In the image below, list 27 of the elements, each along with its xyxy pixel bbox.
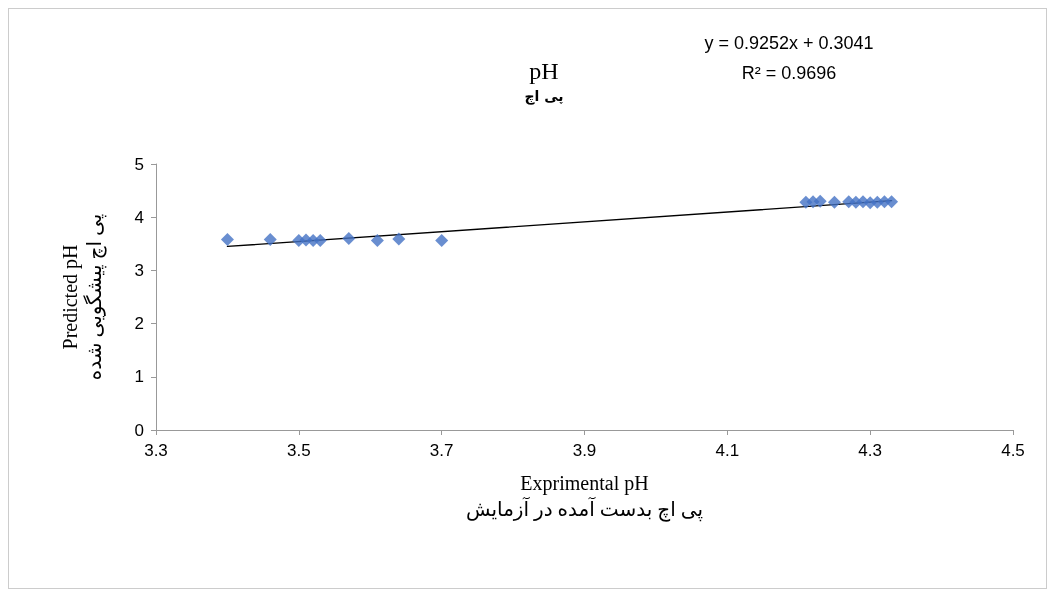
text: R² = 0.9696 xyxy=(741,63,837,83)
point xyxy=(313,234,327,248)
x-tick-label: 4.3 xyxy=(858,441,882,460)
y-tick-label: 3 xyxy=(134,260,144,280)
x-tick-label: 3.3 xyxy=(144,441,168,460)
point xyxy=(220,233,234,247)
y-tick-label: 4 xyxy=(134,207,144,227)
point xyxy=(885,195,899,209)
point xyxy=(813,194,827,208)
chart-subtitle: پی اچ xyxy=(524,88,564,105)
x-tick-label: 3.7 xyxy=(429,441,454,460)
x-tick-label: 3.5 xyxy=(287,441,311,460)
point xyxy=(827,195,841,209)
point xyxy=(342,231,356,245)
x-tick-label: 4.1 xyxy=(715,441,740,460)
y-tick-label: 0 xyxy=(134,420,144,440)
text: y = 0.9252x + 0.3041 xyxy=(704,33,874,53)
point xyxy=(370,234,384,248)
chart-title: pH xyxy=(529,58,559,84)
x-tick-label: 4.5 xyxy=(1001,441,1025,460)
point xyxy=(392,232,406,246)
point xyxy=(435,234,449,248)
point xyxy=(263,233,277,247)
y-tick-label: 1 xyxy=(134,367,144,387)
x-tick-label: 3.9 xyxy=(572,441,597,460)
y-tick-label: 2 xyxy=(134,314,144,334)
y-tick-label: 5 xyxy=(134,154,144,174)
